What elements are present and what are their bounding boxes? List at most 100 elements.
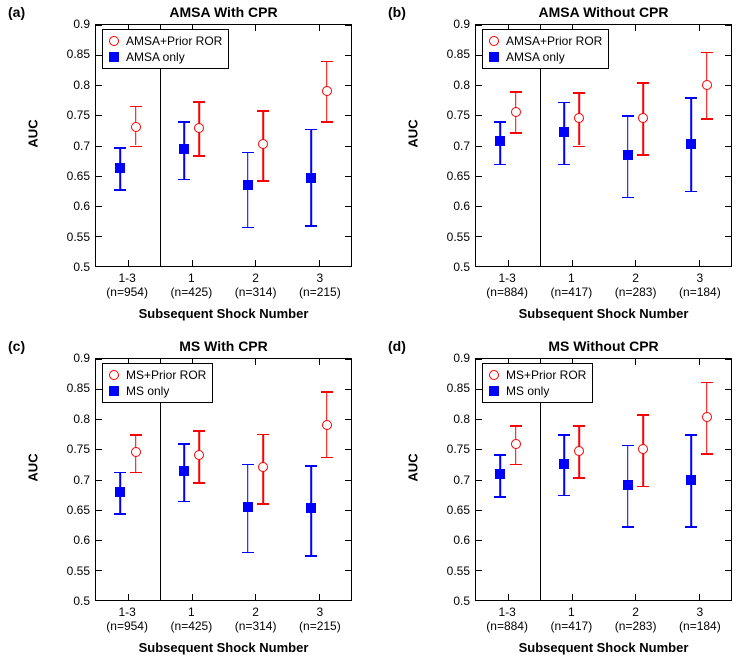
ytick-label: 0.9: [50, 351, 90, 365]
filled-square-icon: [495, 469, 505, 479]
xtick-cat: 1: [171, 272, 213, 286]
xtick-label: 1-3(n=884): [486, 272, 528, 300]
errorbar-cap: [193, 101, 205, 103]
ytick-label: 0.8: [50, 78, 90, 92]
xtick-n: (n=417): [551, 620, 593, 634]
errorbar-cap: [494, 164, 506, 166]
ytick: [96, 266, 102, 267]
errorbar-cap: [558, 434, 570, 436]
ytick-label: 0.85: [430, 47, 470, 61]
ytick: [96, 146, 102, 147]
ytick: [345, 540, 351, 541]
errorbar-cap: [130, 434, 142, 436]
xtick-n: (n=417): [551, 286, 593, 300]
errorbar-cap: [114, 189, 126, 191]
open-circle-icon: [258, 462, 268, 472]
plot-area-d: MS+Prior RORMS only: [475, 358, 732, 601]
ytick: [725, 359, 731, 360]
filled-square-icon: [179, 144, 189, 154]
xtick: [635, 594, 636, 600]
errorbar-cap: [242, 464, 254, 466]
panel-title-a: AMSA With CPR: [95, 4, 352, 20]
errorbar-cap: [573, 92, 585, 94]
open-circle-icon: [638, 113, 648, 123]
errorbar-cap: [573, 425, 585, 427]
ytick: [96, 115, 102, 116]
xtick: [572, 594, 573, 600]
ytick: [476, 570, 482, 571]
filled-square-icon: [489, 52, 499, 62]
xtick-n: (n=283): [615, 620, 657, 634]
xtick-cat: 2: [235, 272, 277, 286]
ytick-label: 0.65: [430, 169, 470, 183]
open-circle-icon: [194, 123, 204, 133]
ytick: [476, 359, 482, 360]
filled-square-icon: [109, 52, 119, 62]
open-circle-icon: [131, 122, 141, 132]
legend-label: MS only: [126, 384, 169, 398]
xtick-cat: 1-3: [486, 272, 528, 286]
xtick-label: 1(n=425): [171, 272, 213, 300]
errorbar-cap: [305, 555, 317, 557]
filled-square-icon: [306, 503, 316, 513]
errorbar-cap: [114, 513, 126, 515]
legend: MS+Prior RORMS only: [482, 363, 593, 403]
xtick: [635, 359, 636, 365]
ytick: [345, 600, 351, 601]
xtick-n: (n=314): [235, 286, 277, 300]
ytick-label: 0.5: [50, 260, 90, 274]
ytick: [725, 55, 731, 56]
errorbar-cap: [193, 482, 205, 484]
ylabel: AUC: [404, 0, 422, 267]
errorbar-cap: [558, 164, 570, 166]
xtick-cat: 1: [551, 272, 593, 286]
xtick-cat: 3: [679, 606, 721, 620]
plot-area-a: AMSA+Prior RORAMSA only: [95, 24, 352, 267]
open-circle-icon: [511, 107, 521, 117]
panel-c: (c)MS With CPRAUCSubsequent Shock Number…: [0, 334, 370, 659]
xtick-n: (n=215): [299, 620, 341, 634]
ytick: [725, 266, 731, 267]
errorbar-cap: [305, 225, 317, 227]
ytick: [476, 449, 482, 450]
ylabel: AUC: [24, 334, 42, 601]
open-circle-icon: [489, 370, 499, 380]
xtick-label: 1(n=417): [551, 272, 593, 300]
legend: AMSA+Prior RORAMSA only: [482, 29, 609, 69]
ytick: [345, 449, 351, 450]
ytick: [345, 266, 351, 267]
xtick: [319, 594, 320, 600]
errorbar-cap: [622, 526, 634, 528]
ytick: [345, 510, 351, 511]
open-circle-icon: [109, 36, 119, 46]
errorbar-cap: [114, 472, 126, 474]
ytick: [96, 510, 102, 511]
filled-square-icon: [623, 480, 633, 490]
open-circle-icon: [574, 446, 584, 456]
xtick-n: (n=884): [486, 620, 528, 634]
xtick-n: (n=954): [106, 286, 148, 300]
xtick-cat: 2: [615, 272, 657, 286]
ytick: [476, 25, 482, 26]
ytick: [96, 540, 102, 541]
ytick-label: 0.8: [430, 412, 470, 426]
ytick: [476, 480, 482, 481]
xtick: [255, 25, 256, 31]
ytick-label: 0.55: [50, 230, 90, 244]
errorbar-cap: [242, 552, 254, 554]
errorbar-cap: [305, 465, 317, 467]
xtick-cat: 1-3: [486, 606, 528, 620]
xtick-label: 2(n=314): [235, 606, 277, 634]
panel-title-c: MS With CPR: [95, 338, 352, 354]
xtick: [508, 260, 509, 266]
ytick: [476, 206, 482, 207]
xtick-label: 2(n=314): [235, 272, 277, 300]
xtick-n: (n=425): [171, 286, 213, 300]
xtick-cat: 1: [171, 606, 213, 620]
errorbar-cap: [305, 129, 317, 131]
errorbar-cap: [321, 61, 333, 63]
xtick-label: 1(n=417): [551, 606, 593, 634]
legend-swatch: [487, 384, 501, 398]
errorbar-cap: [685, 191, 697, 193]
ytick: [725, 480, 731, 481]
